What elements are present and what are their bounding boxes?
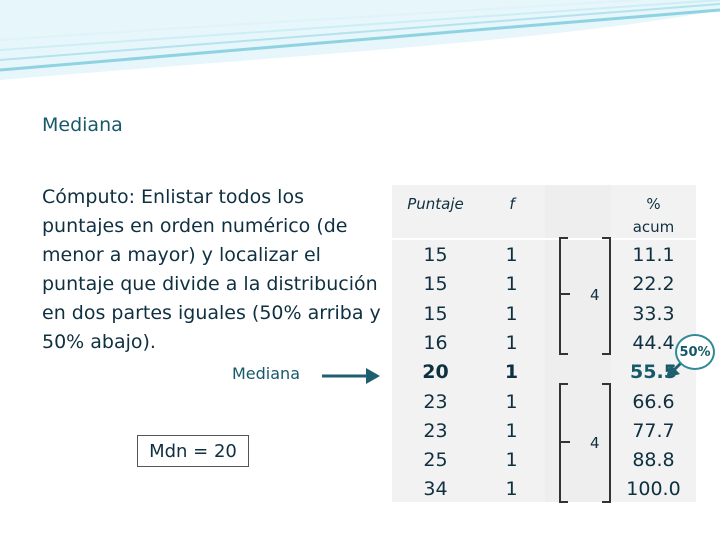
decorative-wave	[0, 0, 720, 80]
frequency-cell: 1	[505, 478, 518, 501]
puntaje-cell: 23	[423, 419, 448, 442]
puntaje-cell: 34	[423, 478, 448, 501]
cumulative-percent-cell: 100.0	[626, 478, 681, 501]
frequency-cell: 1	[505, 273, 518, 296]
page-title: Mediana	[42, 114, 123, 136]
puntaje-column	[392, 185, 479, 502]
frequency-cell: 1	[505, 244, 518, 266]
header-puntaje: Puntaje	[407, 195, 464, 213]
puntaje-cell: 16	[423, 331, 448, 354]
frequency-cell: 1	[505, 331, 518, 354]
cumulative-percent-cell: 55.5	[630, 361, 677, 384]
puntaje-cell: 25	[423, 449, 448, 472]
puntaje-cell: 23	[423, 390, 448, 413]
arrow-right-icon	[322, 368, 380, 384]
cumulative-percent-cell: 33.3	[632, 302, 675, 325]
cumulative-percent-cell: 77.7	[632, 419, 675, 442]
bracket-icons	[559, 237, 611, 503]
puntaje-cell: 15	[423, 273, 448, 296]
cumulative-percent-cell: 22.2	[632, 273, 675, 296]
frequency-cell: 1	[505, 419, 518, 442]
cumulative-percent-cell: 66.6	[632, 390, 675, 413]
header-divider	[392, 238, 696, 240]
frequency-cell: 1	[505, 390, 518, 413]
puntaje-cell: 15	[423, 244, 448, 266]
mediana-label: Mediana	[232, 364, 300, 383]
frequency-cell: 1	[505, 449, 518, 472]
fifty-percent-badge: 50%	[675, 334, 715, 370]
puntaje-cell: 15	[423, 302, 448, 325]
cumulative-percent-cell: 44.4	[632, 331, 675, 354]
median-result-box: Mdn = 20	[137, 435, 249, 467]
upper-count: 4	[590, 286, 600, 304]
bracket-column	[545, 185, 611, 502]
frequency-cell: 1	[505, 302, 518, 325]
computo-description: Cómputo: Enlistar todos los puntajes en …	[42, 186, 381, 353]
header-f: f	[509, 195, 515, 213]
header-acum-label: acum	[632, 218, 675, 236]
header-acum-percent: %	[646, 195, 661, 213]
frequency-cell: 1	[504, 361, 519, 384]
cumulative-percent-cell: 88.8	[632, 449, 675, 472]
frequency-column	[479, 185, 545, 502]
cumulative-percent-cell: 11.1	[632, 244, 675, 266]
lower-count: 4	[590, 434, 600, 452]
puntaje-cell: 20	[422, 361, 449, 384]
